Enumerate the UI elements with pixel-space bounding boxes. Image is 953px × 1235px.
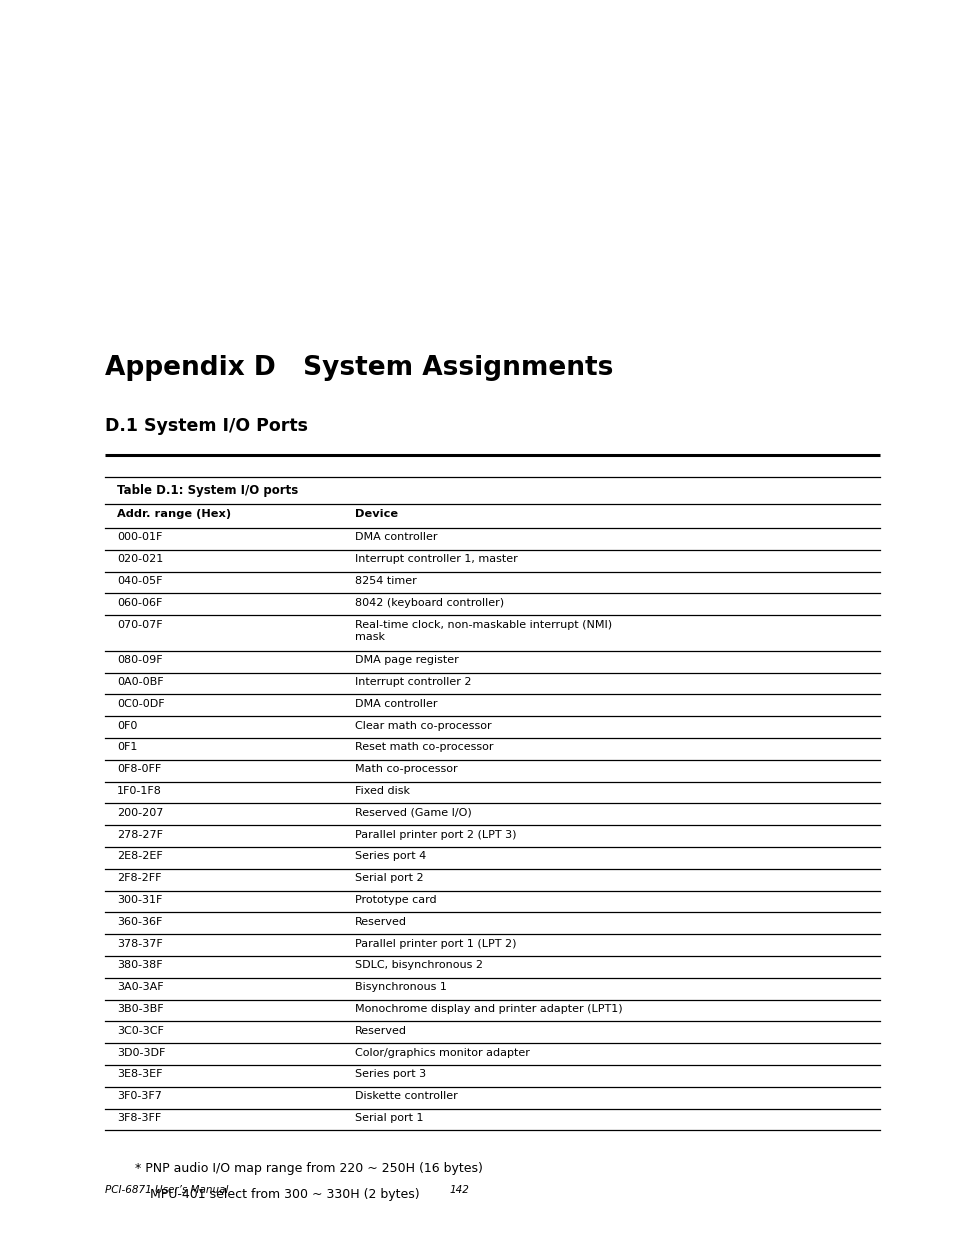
Text: Serial port 2: Serial port 2 — [355, 873, 423, 883]
Text: Serial port 1: Serial port 1 — [355, 1113, 423, 1123]
Text: 380-38F: 380-38F — [117, 961, 162, 971]
Text: 040-05F: 040-05F — [117, 576, 162, 587]
Text: 2F8-2FF: 2F8-2FF — [117, 873, 161, 883]
Text: Reset math co-processor: Reset math co-processor — [355, 742, 493, 752]
Text: 070-07F: 070-07F — [117, 620, 162, 630]
Text: Series port 3: Series port 3 — [355, 1070, 426, 1079]
Text: 200-207: 200-207 — [117, 808, 163, 818]
Text: 3E8-3EF: 3E8-3EF — [117, 1070, 162, 1079]
Text: 3B0-3BF: 3B0-3BF — [117, 1004, 164, 1014]
Text: DMA page register: DMA page register — [355, 656, 458, 666]
Text: 0F1: 0F1 — [117, 742, 137, 752]
Text: PCI-6871 User’s Manual: PCI-6871 User’s Manual — [105, 1186, 228, 1195]
Text: Math co-processor: Math co-processor — [355, 764, 457, 774]
Text: 378-37F: 378-37F — [117, 939, 163, 948]
Text: Color/graphics monitor adapter: Color/graphics monitor adapter — [355, 1047, 529, 1057]
Text: 0F0: 0F0 — [117, 720, 137, 731]
Text: Parallel printer port 2 (LPT 3): Parallel printer port 2 (LPT 3) — [355, 830, 516, 840]
Text: Reserved (Game I/O): Reserved (Game I/O) — [355, 808, 471, 818]
Text: Bisynchronous 1: Bisynchronous 1 — [355, 982, 446, 992]
Text: Series port 4: Series port 4 — [355, 851, 426, 861]
Text: 3A0-3AF: 3A0-3AF — [117, 982, 164, 992]
Text: Reserved: Reserved — [355, 916, 407, 926]
Text: Addr. range (Hex): Addr. range (Hex) — [117, 509, 231, 519]
Text: 278-27F: 278-27F — [117, 830, 163, 840]
Text: DMA controller: DMA controller — [355, 699, 437, 709]
Text: * PNP audio I/O map range from 220 ~ 250H (16 bytes): * PNP audio I/O map range from 220 ~ 250… — [135, 1162, 482, 1176]
Text: 142: 142 — [450, 1186, 470, 1195]
Text: 8254 timer: 8254 timer — [355, 576, 416, 587]
Text: 1F0-1F8: 1F0-1F8 — [117, 785, 162, 797]
Text: Real-time clock, non-maskable interrupt (NMI)
mask: Real-time clock, non-maskable interrupt … — [355, 620, 612, 642]
Text: Parallel printer port 1 (LPT 2): Parallel printer port 1 (LPT 2) — [355, 939, 516, 948]
Text: D.1 System I/O Ports: D.1 System I/O Ports — [105, 417, 308, 435]
Text: 3F0-3F7: 3F0-3F7 — [117, 1092, 162, 1102]
Text: 2E8-2EF: 2E8-2EF — [117, 851, 163, 861]
Text: 300-31F: 300-31F — [117, 895, 162, 905]
Text: Table D.1: System I/O ports: Table D.1: System I/O ports — [117, 484, 298, 496]
Text: Diskette controller: Diskette controller — [355, 1092, 457, 1102]
Text: 000-01F: 000-01F — [117, 532, 162, 542]
Text: Monochrome display and printer adapter (LPT1): Monochrome display and printer adapter (… — [355, 1004, 622, 1014]
Text: Interrupt controller 1, master: Interrupt controller 1, master — [355, 555, 517, 564]
Text: 360-36F: 360-36F — [117, 916, 162, 926]
Text: 020-021: 020-021 — [117, 555, 163, 564]
Text: 0F8-0FF: 0F8-0FF — [117, 764, 161, 774]
Text: Clear math co-processor: Clear math co-processor — [355, 720, 491, 731]
Text: 3F8-3FF: 3F8-3FF — [117, 1113, 161, 1123]
Text: Interrupt controller 2: Interrupt controller 2 — [355, 677, 471, 687]
Text: 3C0-3CF: 3C0-3CF — [117, 1026, 164, 1036]
Text: 3D0-3DF: 3D0-3DF — [117, 1047, 165, 1057]
Text: 0C0-0DF: 0C0-0DF — [117, 699, 165, 709]
Text: Appendix D   System Assignments: Appendix D System Assignments — [105, 354, 613, 382]
Text: 0A0-0BF: 0A0-0BF — [117, 677, 164, 687]
Text: Reserved: Reserved — [355, 1026, 407, 1036]
Text: Device: Device — [355, 509, 397, 519]
Text: 080-09F: 080-09F — [117, 656, 162, 666]
Text: SDLC, bisynchronous 2: SDLC, bisynchronous 2 — [355, 961, 482, 971]
Text: MPU-401 select from 300 ~ 330H (2 bytes): MPU-401 select from 300 ~ 330H (2 bytes) — [150, 1188, 419, 1202]
Text: DMA controller: DMA controller — [355, 532, 437, 542]
Text: 8042 (keyboard controller): 8042 (keyboard controller) — [355, 598, 503, 608]
Text: Prototype card: Prototype card — [355, 895, 436, 905]
Text: 060-06F: 060-06F — [117, 598, 162, 608]
Text: Fixed disk: Fixed disk — [355, 785, 410, 797]
